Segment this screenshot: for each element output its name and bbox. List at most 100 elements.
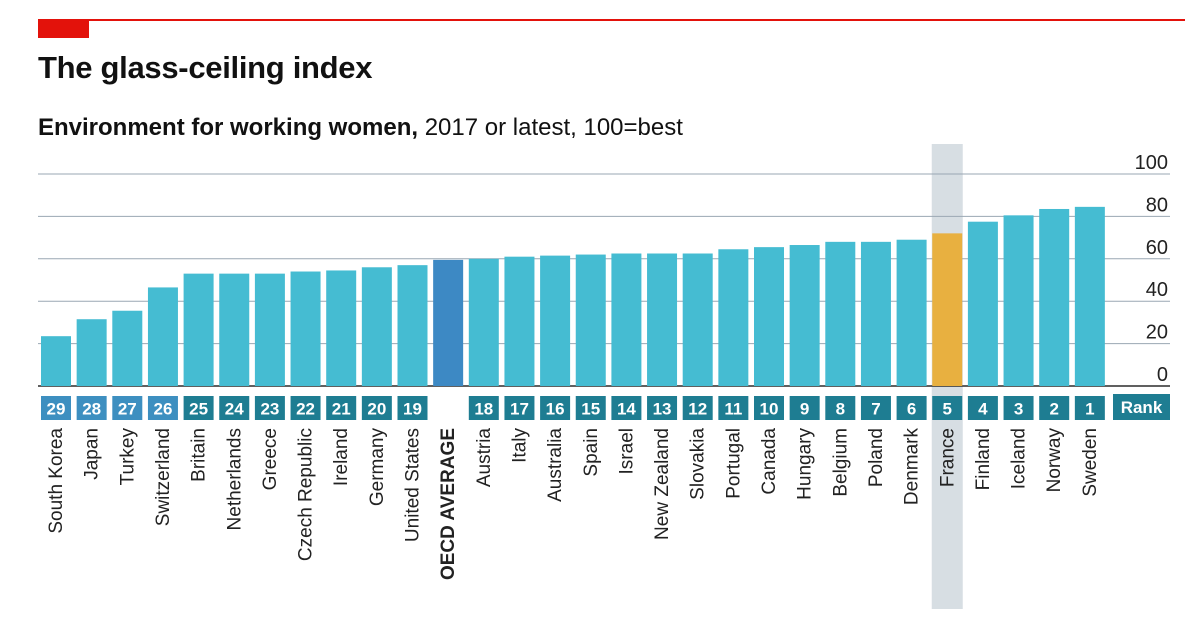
category-label-oecd-average: OECD AVERAGE: [438, 428, 459, 580]
rank-number-netherlands: 24: [225, 400, 244, 419]
subtitle-rest: 2017 or latest, 100=best: [418, 114, 683, 141]
category-label-hungary: Hungary: [795, 428, 816, 500]
category-label-canada: Canada: [759, 428, 780, 495]
rank-box-switzerland: [147, 396, 178, 420]
bar-spain: [575, 254, 606, 386]
rank-box-denmark: [896, 396, 927, 420]
category-label-austria: Austria: [474, 428, 495, 488]
rank-number-ireland: 21: [332, 400, 351, 419]
rank-box-britain: [183, 396, 214, 420]
y-tick-label-80: 80: [1146, 194, 1168, 216]
bar-germany: [361, 267, 392, 386]
rank-box-canada: [754, 396, 784, 420]
bar-austria: [468, 258, 499, 386]
rank-box-australia: [540, 396, 571, 420]
y-tick-labels: 100 80 60 40 20 0: [1135, 152, 1168, 386]
rank-number-slovakia: 12: [688, 400, 707, 419]
bar-norway: [1039, 208, 1070, 386]
rank-number-britain: 25: [189, 400, 208, 419]
rank-box-norway: [1039, 396, 1070, 420]
bar-denmark: [896, 239, 927, 386]
rank-number-italy: 17: [510, 400, 529, 419]
y-tick-label-40: 40: [1146, 279, 1168, 301]
rank-number-turkey: 27: [118, 400, 137, 419]
rank-number-finland: 4: [978, 400, 988, 419]
bar-australia: [540, 255, 571, 386]
category-label-switzerland: Switzerland: [153, 428, 174, 526]
rank-number-japan: 28: [82, 400, 101, 419]
rank-box-new-zealand: [647, 396, 678, 420]
category-label-germany: Germany: [367, 428, 388, 507]
category-label-slovakia: Slovakia: [688, 428, 709, 500]
rank-box-japan: [76, 396, 107, 420]
rank-number-united-states: 19: [403, 400, 422, 419]
category-label-denmark: Denmark: [902, 428, 923, 506]
bar-south-korea: [41, 336, 71, 386]
bar-japan: [76, 319, 107, 386]
bar-switzerland: [147, 287, 178, 386]
category-label-belgium: Belgium: [830, 428, 851, 497]
rank-number-greece: 23: [260, 400, 279, 419]
bar-czech-republic: [290, 271, 321, 386]
bar-hungary: [789, 245, 820, 386]
rank-number-australia: 16: [546, 400, 565, 419]
bar-sweden: [1074, 206, 1105, 386]
category-label-japan: Japan: [82, 428, 103, 480]
rank-number-new-zealand: 13: [653, 400, 672, 419]
rank-number-switzerland: 26: [153, 400, 172, 419]
y-tick-label-100: 100: [1135, 152, 1168, 174]
rank-number-austria: 18: [474, 400, 493, 419]
bar-netherlands: [219, 273, 250, 386]
rank-number-south-korea: 29: [47, 400, 66, 419]
category-label-south-korea: South Korea: [46, 428, 67, 534]
bars: [41, 206, 1105, 386]
rank-number-norway: 2: [1049, 400, 1058, 419]
category-label-greece: Greece: [260, 428, 281, 490]
category-label-iceland: Iceland: [1009, 428, 1030, 489]
rank-box-austria: [468, 396, 499, 420]
rank-box-sweden: [1074, 396, 1105, 420]
rank-number-spain: 15: [581, 400, 600, 419]
rank-box-ireland: [326, 396, 357, 420]
bar-belgium: [825, 241, 856, 386]
rank-box-hungary: [789, 396, 820, 420]
y-tick-label-0: 0: [1157, 364, 1168, 386]
rank-box-slovakia: [682, 396, 713, 420]
rank-box-south-korea: [41, 396, 71, 420]
bar-portugal: [718, 249, 749, 386]
rank-number-israel: 14: [617, 400, 636, 419]
category-label-united-states: United States: [403, 428, 424, 542]
bar-slovakia: [682, 253, 713, 386]
bar-united-states: [397, 265, 428, 386]
category-label-czech-republic: Czech Republic: [296, 428, 317, 561]
rank-box-portugal: [718, 396, 749, 420]
category-label-italy: Italy: [509, 428, 530, 463]
rank-box-finland: [967, 396, 998, 420]
rank-header-box: [1113, 394, 1170, 420]
category-label-poland: Poland: [866, 428, 887, 487]
rank-number-belgium: 8: [836, 400, 845, 419]
category-label-netherlands: Netherlands: [224, 428, 245, 530]
rank-box-israel: [611, 396, 642, 420]
category-label-portugal: Portugal: [723, 428, 744, 499]
y-tick-label-20: 20: [1146, 322, 1168, 344]
category-label-new-zealand: New Zealand: [652, 428, 673, 540]
bar-france: [932, 233, 963, 386]
category-labels: South Korea Japan Turkey Switzerland Britain…: [46, 428, 1101, 581]
rank-box-italy: [504, 396, 535, 420]
rank-number-hungary: 9: [800, 400, 809, 419]
rank-box-greece: [254, 396, 285, 420]
rank-box-netherlands: [219, 396, 250, 420]
rank-number-portugal: 11: [724, 400, 742, 419]
rank-number-czech-republic: 22: [296, 400, 315, 419]
rank-box-czech-republic: [290, 396, 321, 420]
chart-subtitle: Environment for working women, 2017 or l…: [38, 114, 683, 142]
rank-boxes: 29 28 27 26 25 24 23 22 21 20 19 18 17 16 15 14 13 12 11 10…: [41, 394, 1170, 420]
bar-canada: [754, 247, 784, 386]
rank-box-belgium: [825, 396, 856, 420]
brand-red-tag: [38, 19, 89, 38]
category-label-sweden: Sweden: [1080, 428, 1101, 497]
rank-number-denmark: 6: [907, 400, 916, 419]
category-label-finland: Finland: [973, 428, 994, 490]
